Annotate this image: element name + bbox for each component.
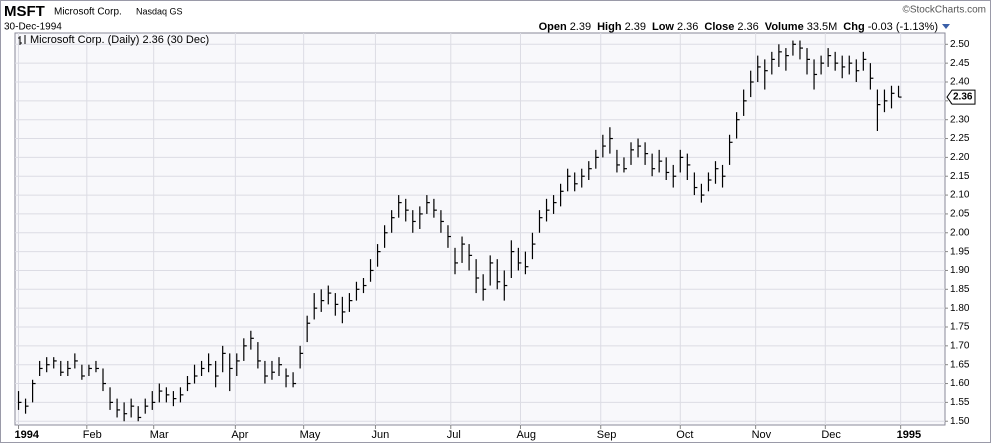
quote-label: Volume	[765, 21, 804, 33]
quote-line: Open 2.39 High 2.39 Low 2.36 Close 2.36 Volume 33…	[539, 21, 938, 33]
y-tick-label: 2.40	[950, 77, 970, 88]
y-tick-label: 2.30	[950, 114, 970, 125]
plot-area	[14, 32, 946, 426]
y-tick-label: 1.55	[950, 397, 970, 408]
y-tick-label: 2.25	[950, 133, 970, 144]
y-tick-label: 2.45	[950, 58, 970, 69]
x-tick-label: Oct	[676, 429, 693, 441]
y-tick-label: 1.90	[950, 265, 970, 276]
x-tick-label: Sep	[597, 429, 617, 441]
x-tick-label: Feb	[83, 429, 102, 441]
y-tick-label: 2.00	[950, 227, 970, 238]
y-tick-label: 1.60	[950, 378, 970, 389]
quote-label: Close	[704, 21, 734, 33]
x-tick-label: Nov	[752, 429, 772, 441]
copyright: ©StockCharts.com	[902, 5, 986, 16]
x-tick-label: 1994	[15, 429, 40, 441]
x-tick-label: Mar	[150, 429, 169, 441]
y-tick-label: 2.50	[950, 39, 970, 50]
y-tick-label: 2.15	[950, 171, 970, 182]
y-tick-label: 2.20	[950, 152, 970, 163]
last-price-tag	[946, 89, 976, 105]
x-tick-label: Aug	[516, 429, 536, 441]
x-tick-label: Dec	[821, 429, 841, 441]
exchange: Nasdaq GS	[136, 6, 183, 16]
y-tick-label: 1.75	[950, 322, 970, 333]
ticker: MSFT	[4, 3, 45, 20]
company-name: Microsoft Corp.	[54, 7, 122, 18]
y-tick-label: 1.85	[950, 284, 970, 295]
legend-icon	[18, 35, 26, 45]
y-tick-label: 1.80	[950, 303, 970, 314]
x-tick-label: May	[300, 429, 321, 441]
x-tick-label: 1995	[897, 429, 921, 441]
quote-label: Open	[539, 21, 567, 33]
y-tick-label: 1.70	[950, 340, 970, 351]
legend: Microsoft Corp. (Daily) 2.36 (30 Dec)	[30, 34, 209, 46]
x-tick-label: Jul	[447, 429, 461, 441]
y-tick-label: 1.50	[950, 416, 970, 427]
quote-value: 2.36	[677, 21, 698, 33]
quote-label: Low	[652, 21, 674, 33]
quote-value: 33.5M	[807, 21, 838, 33]
quote-label: High	[597, 21, 622, 33]
quote-label: Chg	[843, 21, 864, 33]
y-tick-label: 2.05	[950, 209, 970, 220]
y-tick-label: 1.65	[950, 359, 970, 370]
quote-value: 2.36	[737, 21, 758, 33]
quote-value: -0.03 (-1.13%)	[868, 21, 938, 33]
quote-value: 2.39	[625, 21, 646, 33]
y-tick-label: 2.10	[950, 190, 970, 201]
quote-value: 2.39	[570, 21, 591, 33]
last-price-label: 2.36	[953, 92, 973, 103]
y-tick-label: 1.95	[950, 246, 970, 257]
grid	[15, 33, 945, 425]
x-tick-label: Apr	[231, 429, 248, 441]
dropdown-icon[interactable]	[942, 24, 950, 29]
date: 30-Dec-1994	[4, 22, 62, 33]
x-tick-label: Jun	[371, 429, 389, 441]
